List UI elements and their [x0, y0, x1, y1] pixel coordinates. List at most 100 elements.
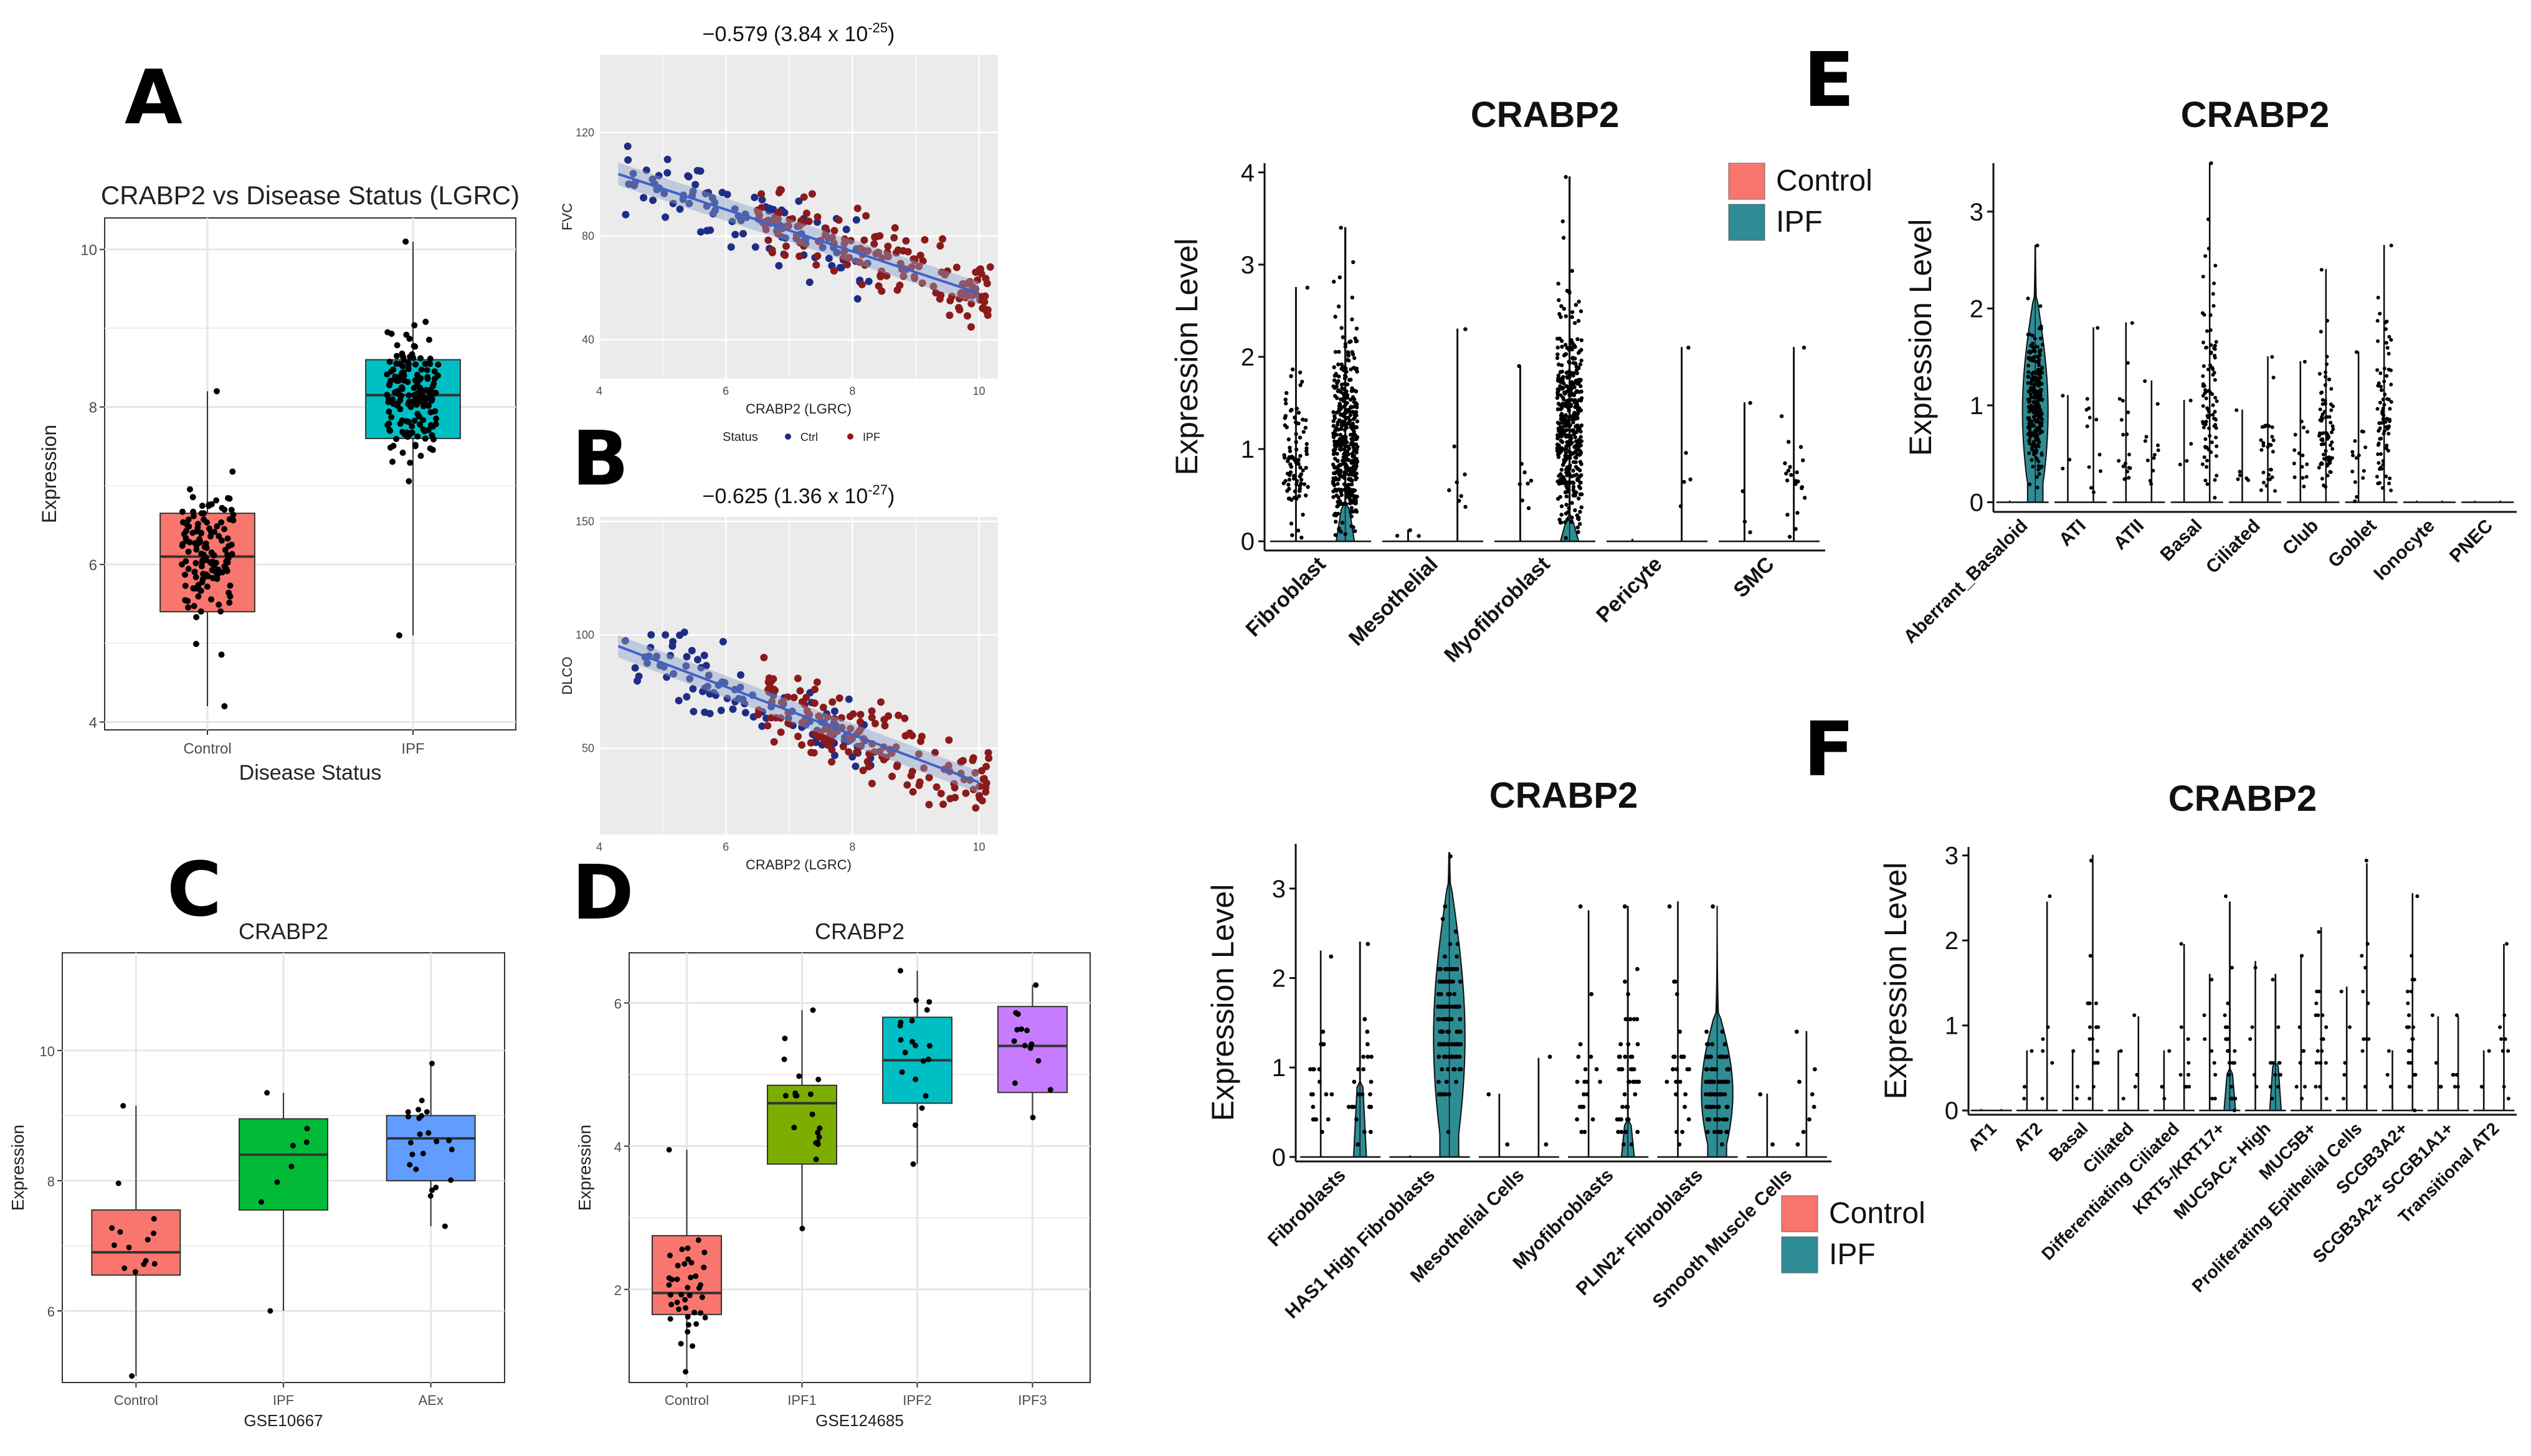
cell-point	[2037, 472, 2041, 476]
cell-point	[2038, 392, 2043, 397]
cell-point	[1565, 517, 1570, 522]
data-point	[431, 368, 438, 375]
cell-point	[1452, 444, 1456, 449]
ipf-point	[885, 712, 893, 720]
ipf-point	[881, 722, 889, 730]
x-axis-label: GSE124685	[815, 1411, 904, 1430]
cell-point	[1517, 482, 1522, 486]
ctrl-point	[775, 262, 783, 270]
cell-point	[1575, 371, 1580, 376]
cell-point	[2201, 394, 2205, 398]
cell-point	[2038, 304, 2043, 308]
cell-point	[1340, 521, 1345, 525]
cell-point	[2238, 473, 2242, 478]
cell-point	[2232, 1061, 2236, 1065]
data-point	[898, 1037, 904, 1043]
cell-point	[2029, 380, 2033, 384]
cell-point	[1294, 407, 1299, 411]
cell-point	[2121, 433, 2125, 437]
ipf-point	[972, 268, 980, 277]
cell-point	[2277, 1061, 2282, 1065]
ctrl-point	[682, 662, 690, 670]
ipf-point	[782, 242, 790, 250]
data-point	[181, 571, 188, 578]
data-point	[898, 1019, 904, 1026]
cell-point	[1579, 384, 1583, 389]
cell-point	[1355, 369, 1359, 374]
cell-point	[2038, 415, 2042, 419]
cell-point	[1436, 1054, 1441, 1059]
cell-point	[2327, 377, 2332, 382]
cell-point	[1626, 991, 1630, 996]
cell-point	[2038, 466, 2043, 470]
data-point	[420, 1150, 426, 1156]
cell-point	[1674, 1079, 1678, 1084]
ipf-point	[770, 686, 778, 694]
ipf-point	[762, 225, 770, 234]
cell-point	[2208, 363, 2212, 367]
cell-point	[1682, 480, 1686, 484]
cell-point	[1810, 1092, 1815, 1097]
cell-point	[1526, 506, 1531, 511]
cell-point	[1722, 1117, 1727, 1122]
cell-point	[2208, 313, 2213, 318]
ipf-point	[878, 753, 886, 761]
cell-point	[2300, 1097, 2304, 1101]
correlation-annotation: −0.625 (1.36 x 10-27)	[703, 482, 895, 508]
cell-point	[1706, 1079, 1711, 1084]
data-point	[807, 1091, 814, 1097]
data-point	[151, 1216, 157, 1222]
cell-point	[2201, 420, 2205, 424]
cell-point	[1334, 426, 1339, 430]
cell-point	[2226, 1001, 2230, 1006]
cell-point	[1331, 494, 1336, 499]
cell-point	[1617, 1054, 1622, 1059]
cell-point	[2213, 354, 2217, 358]
data-point	[406, 478, 412, 485]
cell-point	[2381, 397, 2385, 402]
data-point	[393, 352, 400, 359]
cell-point	[1354, 326, 1359, 331]
cell-point	[2314, 1001, 2319, 1006]
cell-point	[2210, 1097, 2215, 1101]
cell-point	[2268, 468, 2272, 472]
ipf-point	[839, 742, 847, 750]
cell-point	[1683, 1104, 1687, 1109]
cell-point	[2215, 444, 2219, 448]
y-tick-label: 1	[1970, 392, 1983, 420]
cell-point	[2201, 340, 2205, 344]
cell-point	[2127, 476, 2131, 480]
cell-point	[1716, 1079, 1721, 1084]
x-tick-label: Control	[183, 740, 231, 757]
ctrl-point	[741, 709, 749, 717]
data-point	[182, 597, 189, 603]
cell-point	[1578, 460, 1583, 464]
cell-point	[2389, 382, 2393, 387]
cell-point	[2389, 243, 2393, 248]
cell-point	[1287, 486, 1291, 491]
data-point	[448, 1177, 454, 1183]
cell-point	[2148, 478, 2152, 483]
data-point	[190, 585, 197, 592]
ipf-point	[955, 303, 963, 311]
cell-point	[2487, 1049, 2491, 1053]
cell-point	[1567, 359, 1571, 364]
cell-point	[1329, 1092, 1334, 1097]
cell-point	[1579, 492, 1584, 497]
cell-point	[1688, 477, 1693, 482]
data-point	[185, 604, 192, 611]
cell-point	[1436, 1005, 1440, 1009]
cell-point	[2030, 344, 2035, 349]
cell-point	[2329, 443, 2333, 447]
cell-point	[2385, 346, 2390, 350]
legend-ipf-label: IPF	[1776, 206, 1823, 239]
data-point	[909, 1018, 915, 1024]
cell-point	[1308, 1067, 1313, 1072]
cell-point	[2300, 953, 2304, 958]
cell-point	[1575, 389, 1579, 394]
data-point	[191, 569, 198, 575]
y-axis-label: Expression	[38, 425, 60, 523]
ipf-point	[962, 789, 970, 797]
ipf-point	[895, 711, 903, 719]
